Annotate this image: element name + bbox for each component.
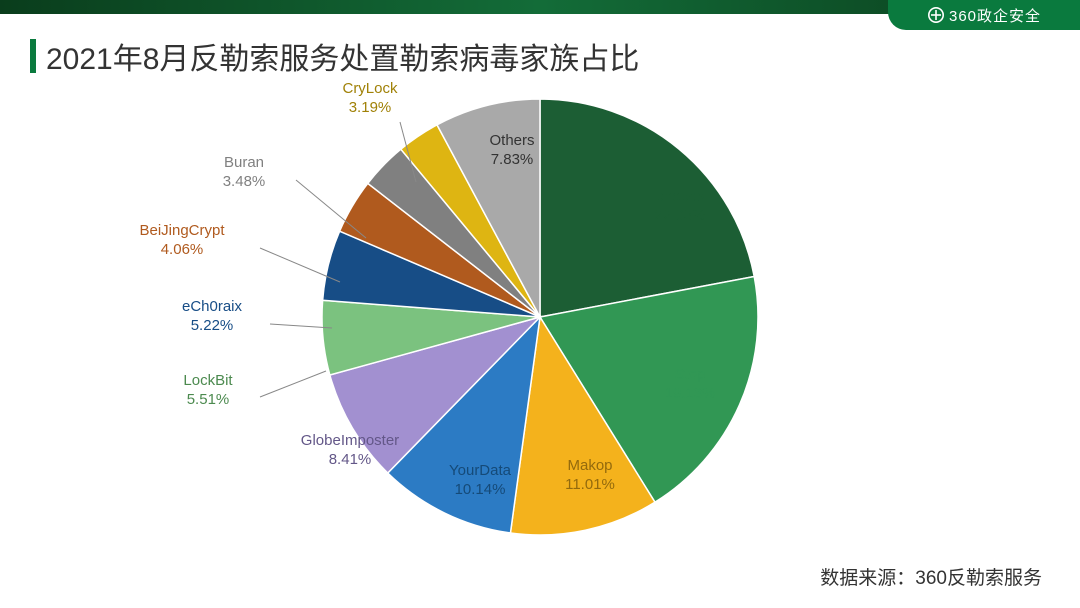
slice-name: Makop <box>567 457 612 474</box>
slice-name: Stop <box>675 366 706 383</box>
slice-label-ech0raix: eCh0raix 5.22% <box>152 298 272 336</box>
slice-name: BeiJingCrypt <box>139 222 224 239</box>
slice-name: eCh0raix <box>182 298 242 315</box>
slice-label-phobos: phobos 22.03% <box>620 188 740 226</box>
slice-label-lockbit: LockBit 5.51% <box>148 372 268 410</box>
slice-name: GlobeImposter <box>301 432 399 449</box>
slice-label-buran: Buran 3.48% <box>184 154 304 192</box>
leader-line <box>260 371 326 397</box>
slice-label-crylock: CryLock 3.19% <box>310 80 430 118</box>
slice-pct: 5.22% <box>152 317 272 336</box>
brand-text: 360政企安全 <box>949 5 1041 26</box>
slice-pct: 22.03% <box>620 207 740 226</box>
slice-name: phobos <box>655 188 704 205</box>
source-label: 数据来源：360反勒索服务 <box>820 563 1042 590</box>
slice-name: YourData <box>449 462 511 479</box>
pie-chart: phobos22.03%Stop19.13%Makop11.01%YourDat… <box>180 72 958 600</box>
slice-pct: 8.41% <box>290 451 410 470</box>
slice-label-globeimposter: GlobeImposter 8.41% <box>290 432 410 470</box>
slice-label-yourdata: YourData 10.14% <box>420 462 540 500</box>
slice-label-others: Others 7.83% <box>452 132 572 170</box>
slice-pct: 3.19% <box>310 99 430 118</box>
slice-label-makop: Makop 11.01% <box>530 457 650 495</box>
slice-label-stop: Stop 19.13% <box>630 366 750 404</box>
slice-label-beijingcrypt: BeiJingCrypt 4.06% <box>122 222 242 260</box>
slice-pct: 11.01% <box>530 476 650 495</box>
slice-pct: 10.14% <box>420 481 540 500</box>
slice-pct: 19.13% <box>630 385 750 404</box>
brand-badge: 360政企安全 <box>888 0 1080 30</box>
slice-name: CryLock <box>342 80 397 97</box>
brand-icon <box>927 6 945 24</box>
slice-name: Others <box>489 132 534 149</box>
title-accent-bar <box>30 39 36 73</box>
slice-pct: 5.51% <box>148 391 268 410</box>
slice-pct: 7.83% <box>452 151 572 170</box>
slice-name: Buran <box>224 154 264 171</box>
slice-pct: 4.06% <box>122 241 242 260</box>
slice-name: LockBit <box>183 372 232 389</box>
slice-pct: 3.48% <box>184 173 304 192</box>
